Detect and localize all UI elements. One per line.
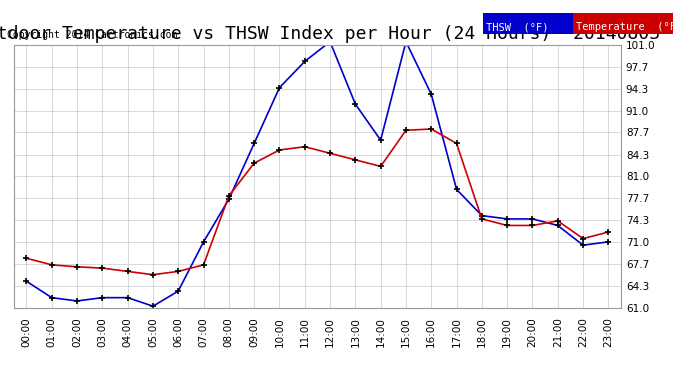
- Text: THSW  (°F): THSW (°F): [486, 22, 549, 32]
- Text: Temperature  (°F): Temperature (°F): [576, 22, 682, 32]
- Text: Copyright 2014 Cartronics.com: Copyright 2014 Cartronics.com: [7, 30, 177, 39]
- Title: Outdoor Temperature vs THSW Index per Hour (24 Hours)  20140803: Outdoor Temperature vs THSW Index per Ho…: [0, 26, 660, 44]
